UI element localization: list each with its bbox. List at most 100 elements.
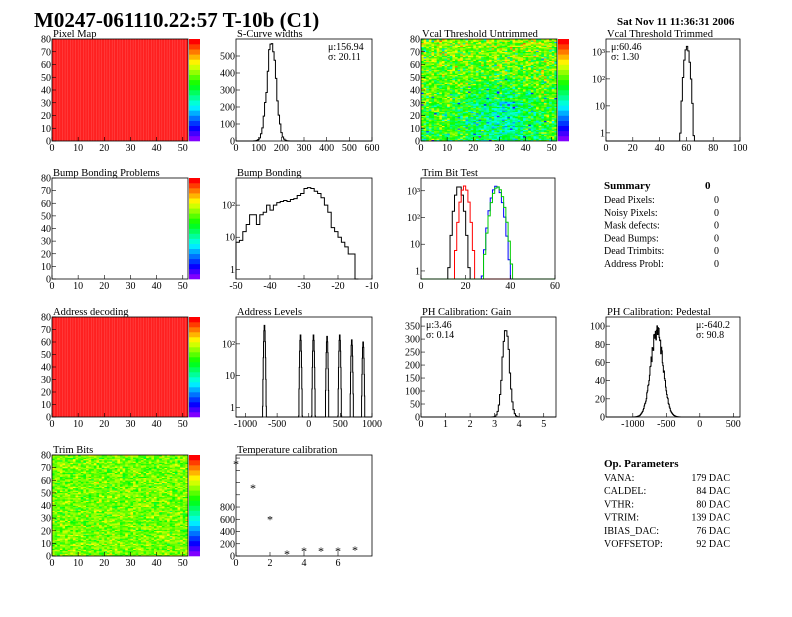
y-tick-label: 30 — [410, 98, 420, 109]
summary-row-label: Address Probl: — [604, 259, 664, 270]
x-tick-label: 500 — [726, 419, 741, 430]
y-tick-label: 40 — [41, 224, 51, 235]
palette-swatch — [189, 110, 200, 115]
x-tick-label: -1000 — [234, 419, 257, 430]
palette-swatch — [558, 90, 569, 95]
y-tick-label: 10² — [592, 74, 605, 85]
palette-swatch — [189, 39, 200, 44]
x-tick-label: 50 — [178, 419, 188, 430]
x-tick-label: 10 — [73, 419, 83, 430]
palette-swatch — [558, 49, 569, 54]
x-tick-label: 0 — [697, 419, 702, 430]
y-tick-label: 80 — [41, 313, 51, 324]
x-tick-label: 600 — [365, 143, 380, 154]
palette-swatch — [558, 80, 569, 85]
x-tick-label: 30 — [125, 419, 135, 430]
plot-title: Bump Bonding Problems — [53, 168, 160, 179]
y-tick-label: 50 — [41, 350, 51, 361]
y-tick-label: 300 — [405, 335, 420, 346]
op-parameter-value: 76 DAC — [696, 526, 730, 537]
palette-swatch — [189, 362, 200, 367]
plot-title: Address decoding — [53, 307, 129, 318]
palette-swatch — [189, 244, 200, 249]
palette-swatch — [189, 392, 200, 397]
palette-swatch — [189, 126, 200, 131]
y-tick-label: 300 — [220, 86, 235, 97]
y-tick-label: 60 — [41, 60, 51, 71]
x-tick-label: 40 — [152, 419, 162, 430]
color-palette — [189, 39, 200, 141]
y-tick-label: 10 — [41, 124, 51, 135]
palette-swatch — [189, 105, 200, 110]
x-tick-label: 20 — [99, 143, 109, 154]
x-tick-label: 5 — [541, 419, 546, 430]
y-tick-label: 50 — [41, 73, 51, 84]
palette-swatch — [189, 85, 200, 90]
plot-title: Pixel Map — [53, 29, 96, 40]
palette-swatch — [189, 70, 200, 75]
x-tick-label: 40 — [152, 143, 162, 154]
y-tick-label: 10² — [407, 213, 420, 224]
y-tick-label: 20 — [41, 111, 51, 122]
color-palette — [189, 178, 200, 279]
x-tick-label: 50 — [547, 143, 557, 154]
palette-swatch — [189, 208, 200, 213]
y-tick-label: 250 — [405, 348, 420, 359]
y-tick-label: 40 — [410, 86, 420, 97]
palette-swatch — [558, 65, 569, 70]
summary-row-value: 0 — [714, 259, 719, 270]
palette-swatch — [189, 131, 200, 136]
palette-swatch — [189, 327, 200, 332]
x-tick-label: -30 — [297, 281, 310, 292]
x-tick-label: 100 — [251, 143, 266, 154]
palette-swatch — [558, 85, 569, 90]
summary-row-value: 0 — [714, 233, 719, 244]
palette-swatch — [189, 347, 200, 352]
y-tick-label: 10 — [225, 233, 235, 244]
y-tick-label: 40 — [595, 376, 605, 387]
histogram — [421, 331, 556, 417]
y-tick-label: 20 — [595, 394, 605, 405]
op-parameter-value: 84 DAC — [696, 486, 730, 497]
y-tick-label: 150 — [405, 374, 420, 385]
y-tick-label: 10 — [41, 262, 51, 273]
palette-swatch — [189, 54, 200, 59]
palette-swatch — [189, 80, 200, 85]
op-parameter-label: VTRIM: — [604, 513, 639, 524]
palette-swatch — [189, 136, 200, 141]
palette-swatch — [189, 116, 200, 121]
x-tick-label: 40 — [152, 281, 162, 292]
x-tick-label: 40 — [521, 143, 531, 154]
x-tick-label: 80 — [708, 143, 718, 154]
summary-row-value: 0 — [714, 221, 719, 232]
palette-swatch — [189, 259, 200, 264]
x-tick-label: 500 — [333, 419, 348, 430]
y-tick-label: 20 — [41, 388, 51, 399]
y-tick-label: 60 — [41, 338, 51, 349]
color-palette — [189, 317, 200, 417]
y-tick-label: 0 — [46, 413, 51, 424]
x-tick-label: 10 — [73, 143, 83, 154]
y-tick-label: 200 — [405, 361, 420, 372]
x-tick-label: 60 — [550, 281, 560, 292]
y-tick-label: 100 — [220, 120, 235, 131]
op-parameter-label: VTHR: — [604, 499, 634, 510]
palette-swatch — [189, 352, 200, 357]
x-tick-label: 20 — [628, 143, 638, 154]
op-parameter-value: 179 DAC — [691, 473, 730, 484]
y-tick-label: 40 — [41, 86, 51, 97]
x-tick-label: 10 — [73, 281, 83, 292]
x-tick-label: 30 — [125, 143, 135, 154]
y-tick-label: 70 — [41, 47, 51, 58]
plot-title: PH Calibration: Gain — [422, 307, 512, 318]
palette-swatch — [189, 183, 200, 188]
palette-swatch — [189, 65, 200, 70]
palette-swatch — [189, 218, 200, 223]
palette-swatch — [189, 234, 200, 239]
y-tick-label: 0 — [600, 413, 605, 424]
